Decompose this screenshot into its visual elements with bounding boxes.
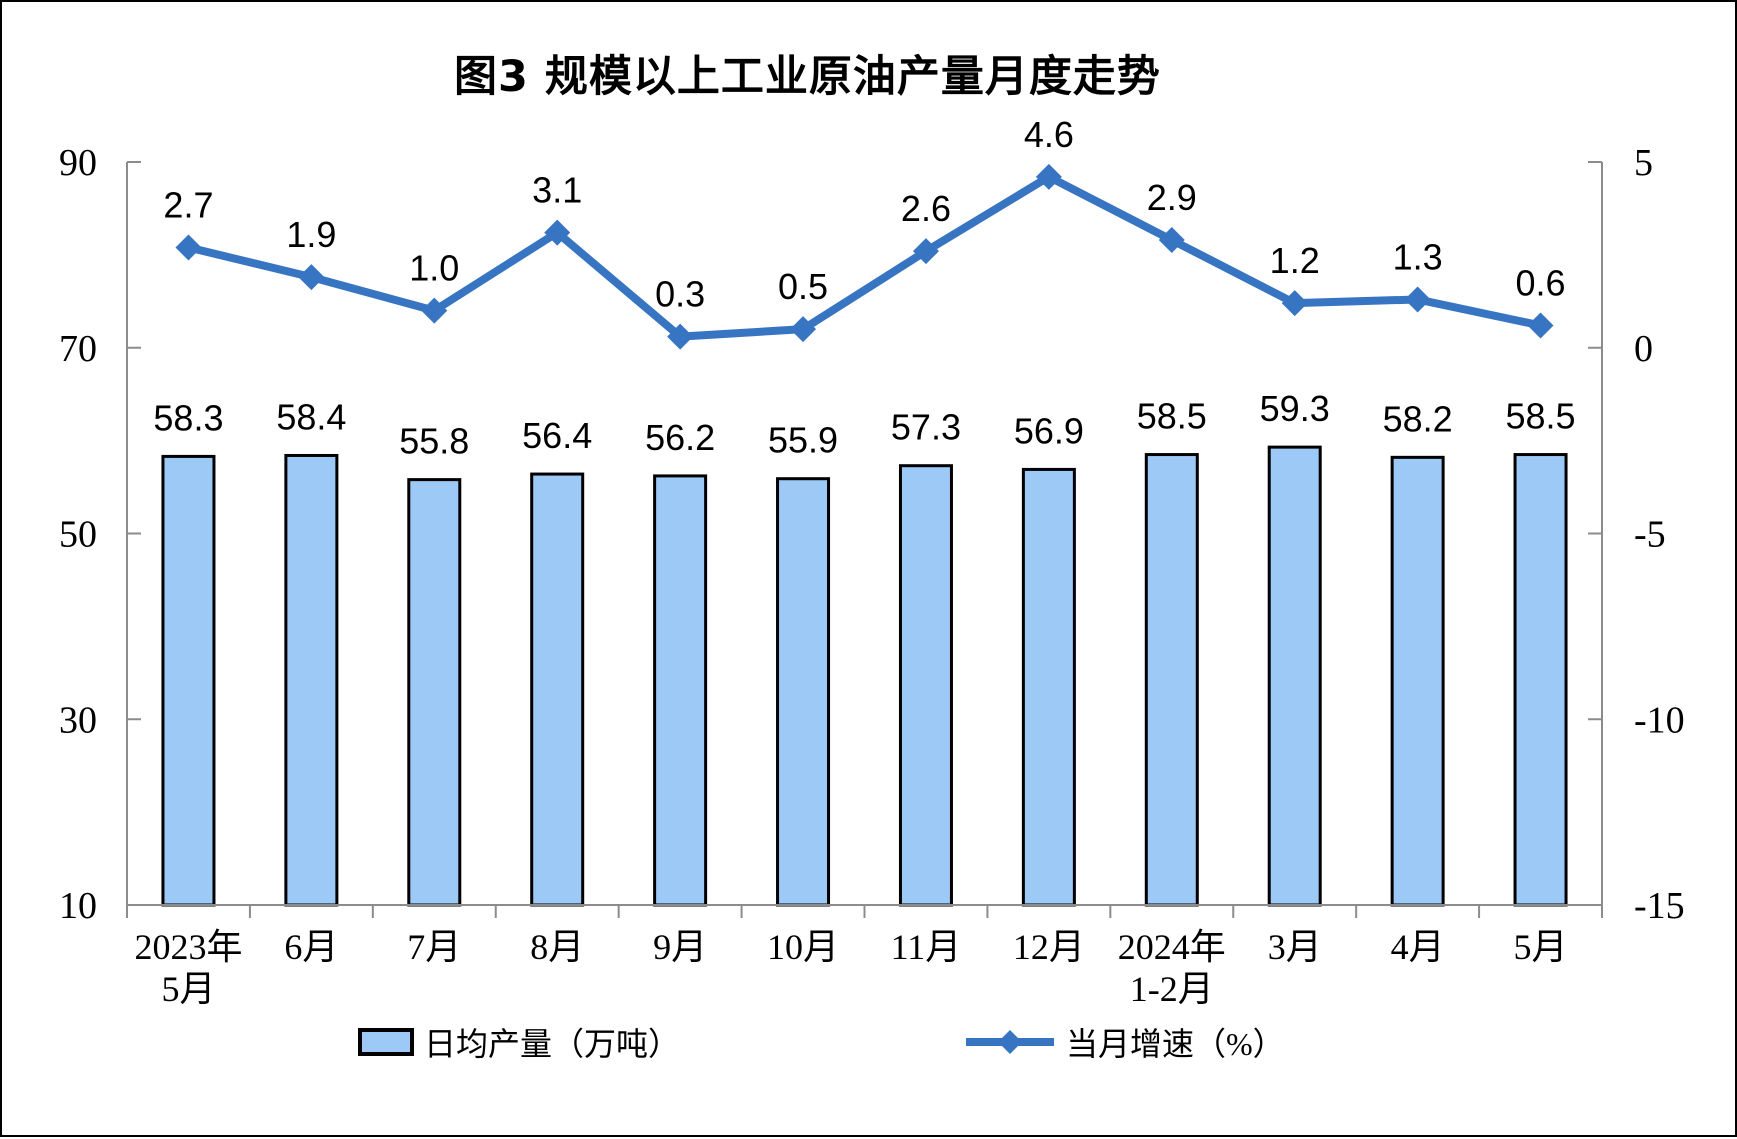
bar-4 xyxy=(653,474,708,907)
bar-3 xyxy=(530,472,585,907)
line-marker-5 xyxy=(790,316,817,343)
line-marker-6 xyxy=(912,238,939,265)
bar-value-label-10: 58.2 xyxy=(1383,398,1453,439)
bar-11 xyxy=(1513,453,1568,907)
legend-diamond-marker xyxy=(998,1030,1022,1054)
bar-6 xyxy=(898,464,953,907)
y2-axis-tick-label-2: -5 xyxy=(1634,514,1666,556)
line-marker-9 xyxy=(1281,290,1308,317)
line-value-label-6: 2.6 xyxy=(901,188,951,229)
bar-value-label-6: 57.3 xyxy=(891,407,961,448)
bar-0 xyxy=(161,454,216,907)
bar-5 xyxy=(776,477,831,907)
x-axis-tick-label-5: 10月 xyxy=(767,927,839,967)
x-axis-tick-label-2: 7月 xyxy=(407,927,461,967)
growth-line xyxy=(184,172,1545,341)
y-axis-tick-label-2: 50 xyxy=(59,514,97,556)
line-marker-0 xyxy=(175,234,202,261)
bar-value-label-11: 58.5 xyxy=(1506,396,1576,437)
bar-value-label-8: 58.5 xyxy=(1137,396,1207,437)
x-axis-tick-label-3: 8月 xyxy=(530,927,584,967)
legend-bar-swatch xyxy=(358,1028,414,1056)
line-value-label-0: 2.7 xyxy=(163,184,213,225)
line-marker-1 xyxy=(298,264,325,291)
x-axis-tick-label-4: 9月 xyxy=(653,927,707,967)
legend-item-daily-output: 日均产量（万吨） xyxy=(358,1025,680,1062)
x-axis-tick-label-1: 6月 xyxy=(284,927,338,967)
y2-axis-tick-label-3: -10 xyxy=(1634,699,1685,741)
line-marker-7 xyxy=(1035,163,1062,190)
legend-bar-label: 日均产量（万吨） xyxy=(424,1026,681,1062)
line-value-label-7: 4.6 xyxy=(1024,114,1074,155)
line-marker-11 xyxy=(1527,312,1554,339)
bar-value-label-3: 56.4 xyxy=(522,415,592,456)
line-value-label-8: 2.9 xyxy=(1147,177,1197,218)
bar-10 xyxy=(1390,455,1445,907)
x-axis-tick-label-8: 2024年 xyxy=(1118,927,1226,967)
line-value-label-11: 0.6 xyxy=(1516,262,1566,303)
bar-1 xyxy=(284,453,339,907)
bar-value-label-5: 55.9 xyxy=(768,420,838,461)
y2-axis-tick-label-0: 5 xyxy=(1634,142,1653,184)
y-axis-tick-label-0: 90 xyxy=(59,142,97,184)
x-axis-tick-label-6: 11月 xyxy=(891,927,962,967)
bar-9 xyxy=(1267,445,1322,907)
legend-line-label: 当月增速（%） xyxy=(1066,1026,1285,1062)
line-value-label-4: 0.3 xyxy=(655,274,705,315)
x-axis-tick-label-8-line2: 1-2月 xyxy=(1130,969,1214,1009)
bar-7 xyxy=(1021,467,1076,907)
line-value-label-2: 1.0 xyxy=(409,248,459,289)
line-value-label-3: 3.1 xyxy=(532,170,582,211)
bar-value-label-1: 58.4 xyxy=(276,396,346,437)
y2-axis-tick-label-1: 0 xyxy=(1634,328,1653,370)
chart-title: 图3 规模以上工业原油产量月度走势 xyxy=(454,52,1161,102)
legend-item-monthly-growth: 当月增速（%） xyxy=(964,1025,1285,1062)
y-axis-tick-label-1: 70 xyxy=(59,328,97,370)
y-axis-tick-label-4: 10 xyxy=(59,885,97,927)
bar-value-label-9: 59.3 xyxy=(1260,388,1330,429)
y-axis-tick-label-3: 30 xyxy=(59,699,97,741)
x-axis-tick-label-11: 5月 xyxy=(1514,927,1568,967)
bar-value-label-7: 56.9 xyxy=(1014,410,1084,451)
x-axis-tick-label-7: 12月 xyxy=(1013,927,1085,967)
line-marker-2 xyxy=(421,297,448,324)
line-value-label-9: 1.2 xyxy=(1270,240,1320,281)
line-marker-10 xyxy=(1404,286,1431,313)
bar-value-label-0: 58.3 xyxy=(153,397,223,438)
y2-axis-tick-label-4: -15 xyxy=(1634,885,1685,927)
x-axis-tick-label-0-line2: 5月 xyxy=(161,969,215,1009)
x-axis-tick-label-9: 3月 xyxy=(1268,927,1322,967)
bar-value-label-2: 55.8 xyxy=(399,421,469,462)
line-marker-8 xyxy=(1158,227,1185,254)
line-value-label-5: 0.5 xyxy=(778,266,828,307)
legend-line-swatch xyxy=(966,1030,1054,1054)
line-marker-3 xyxy=(544,219,571,246)
line-value-label-10: 1.3 xyxy=(1393,236,1443,277)
x-axis-tick-label-10: 4月 xyxy=(1391,927,1445,967)
bar-value-label-4: 56.2 xyxy=(645,417,715,458)
bar-8 xyxy=(1144,453,1199,907)
line-marker-4 xyxy=(667,323,694,350)
bar-2 xyxy=(407,478,462,907)
x-axis-tick-label-0: 2023年 xyxy=(134,927,242,967)
line-value-label-1: 1.9 xyxy=(286,214,336,255)
